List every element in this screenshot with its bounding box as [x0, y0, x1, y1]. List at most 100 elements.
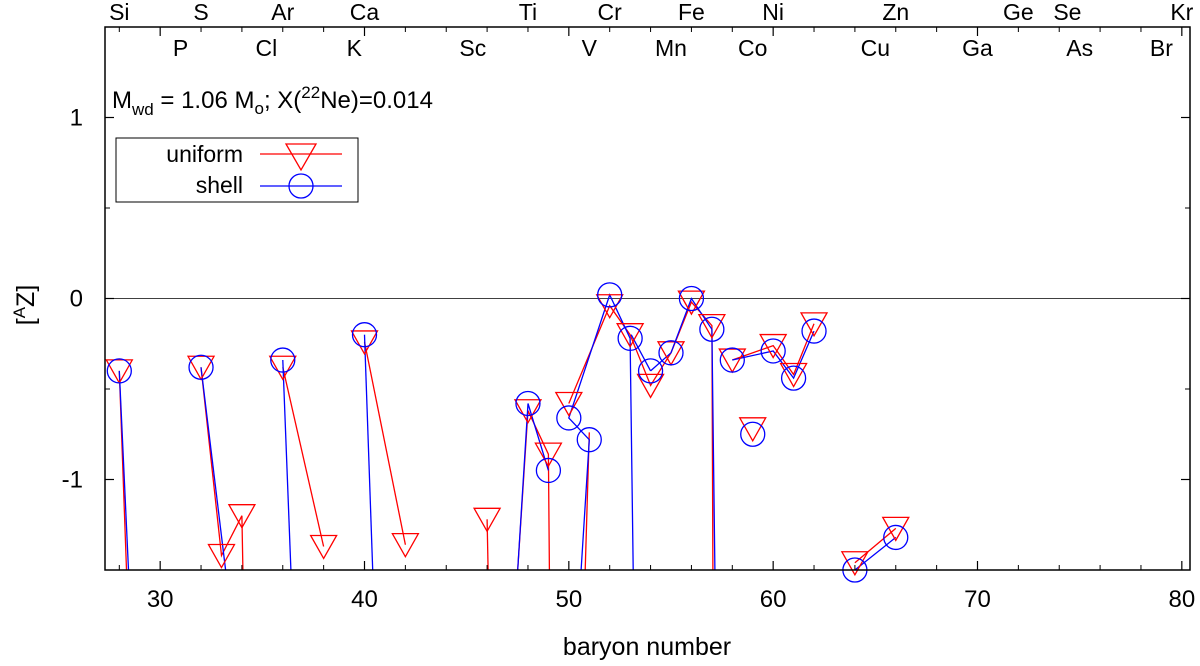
- annotation-o-sub: o: [254, 99, 263, 118]
- element-label: Ca: [350, 0, 380, 25]
- shell-point: [617, 325, 643, 351]
- element-label: Br: [1150, 35, 1173, 61]
- x-tick-label: 40: [351, 586, 378, 613]
- top-element-labels: Si S Ar Ca Ti Cr Fe Ni Zn Ge Se Kr P Cl K Sc V Mn Co Cu Ga As…: [109, 0, 1194, 61]
- annotation-x-open: ; X(: [264, 87, 301, 114]
- shell-point: [699, 316, 725, 342]
- series-markers: [105, 282, 910, 583]
- shell-point: [678, 285, 705, 312]
- uniform-point: [391, 533, 420, 558]
- annotation: Mwd = 1.06 Mo; X(22Ne)=0.014: [112, 83, 433, 119]
- element-label: V: [582, 35, 598, 61]
- shell-point: [188, 354, 214, 380]
- shell-point: [351, 322, 378, 348]
- shell-line: [200, 367, 227, 571]
- shell-point: [719, 347, 745, 373]
- uniform-point: [554, 391, 583, 417]
- shell-point: [515, 390, 541, 417]
- element-label: S: [193, 0, 208, 25]
- uniform-line: [486, 519, 489, 571]
- element-label: Cr: [598, 0, 623, 25]
- element-label: Co: [738, 35, 767, 61]
- uniform-point: [268, 355, 297, 381]
- shell-line: [517, 403, 550, 571]
- legend-label-uniform: uniform: [166, 141, 243, 167]
- uniform-point: [718, 348, 747, 374]
- shell-line: [650, 297, 716, 571]
- shell-line: [568, 293, 634, 571]
- uniform-point: [738, 417, 767, 443]
- element-label: Ti: [519, 0, 537, 25]
- uniform-point: [207, 543, 236, 569]
- x-tick-label: 80: [1168, 586, 1195, 613]
- shell-point: [801, 318, 827, 344]
- uniform-point: [840, 551, 870, 577]
- series-lines: [118, 293, 897, 571]
- uniform-point: [656, 341, 686, 367]
- uniform-point: [881, 516, 910, 542]
- element-label: Ga: [962, 35, 993, 61]
- x-tick-label: 60: [760, 586, 787, 613]
- y-tick-label: -1: [62, 467, 83, 494]
- shell-line: [118, 370, 130, 571]
- legend-marker-shell: [288, 173, 314, 199]
- uniform-point: [636, 373, 665, 399]
- uniform-line: [200, 367, 244, 571]
- element-label: Sc: [459, 35, 486, 61]
- element-label: Ge: [1003, 0, 1034, 25]
- element-label: Mn: [655, 35, 687, 61]
- uniform-point: [105, 359, 134, 385]
- shell-point: [658, 340, 684, 366]
- uniform-line: [363, 341, 407, 545]
- y-axis-label-base: [: [12, 318, 40, 325]
- uniform-point: [309, 534, 338, 560]
- shell-point: [576, 427, 602, 453]
- uniform-point: [799, 312, 829, 338]
- axis-ticks: 30 40 50 60 70 80 -1 0 1: [62, 26, 1195, 613]
- x-axis-label: baryon number: [563, 633, 731, 661]
- y-axis-label-rest: Z]: [12, 285, 40, 307]
- shell-line: [282, 359, 292, 571]
- shell-point: [270, 347, 296, 373]
- uniform-point: [227, 504, 257, 530]
- shell-point: [760, 338, 786, 364]
- element-label: Si: [109, 0, 129, 25]
- x-tick-label: 50: [555, 586, 582, 613]
- shell-point: [883, 524, 909, 551]
- uniform-point: [350, 330, 379, 356]
- uniform-point: [759, 333, 788, 359]
- shell-line: [363, 334, 374, 571]
- element-label: Zn: [882, 0, 909, 25]
- shell-point: [106, 358, 132, 384]
- y-axis-label: [AZ]: [10, 285, 40, 326]
- annotation-ne-rest: Ne)=0.014: [320, 87, 433, 114]
- uniform-point: [513, 399, 543, 425]
- legend-marker-uniform: [284, 143, 318, 172]
- element-label: Cl: [256, 35, 278, 61]
- element-label: Cu: [861, 35, 890, 61]
- uniform-line: [854, 527, 897, 564]
- uniform-line: [282, 367, 325, 547]
- element-label: K: [347, 35, 363, 61]
- element-label: Se: [1053, 0, 1081, 25]
- y-tick-label: 1: [70, 105, 83, 132]
- uniform-point: [186, 355, 216, 381]
- uniform-point: [697, 314, 726, 339]
- shell-point: [556, 405, 582, 431]
- y-axis-label-sup: A: [10, 306, 29, 318]
- shell-point: [780, 365, 807, 391]
- annotation-mid: = 1.06 M: [154, 87, 255, 114]
- legend-label-shell: shell: [196, 172, 243, 198]
- element-label: Fe: [678, 0, 705, 25]
- x-tick-label: 70: [964, 586, 991, 613]
- uniform-point: [595, 294, 624, 320]
- uniform-point: [616, 323, 645, 349]
- element-label: P: [173, 35, 188, 61]
- annotation-ne-sup: 22: [301, 83, 320, 102]
- shell-line: [630, 334, 652, 372]
- legend-box: [115, 137, 359, 203]
- annotation-m: M: [112, 87, 132, 114]
- element-label: As: [1066, 35, 1093, 61]
- uniform-point: [677, 290, 706, 316]
